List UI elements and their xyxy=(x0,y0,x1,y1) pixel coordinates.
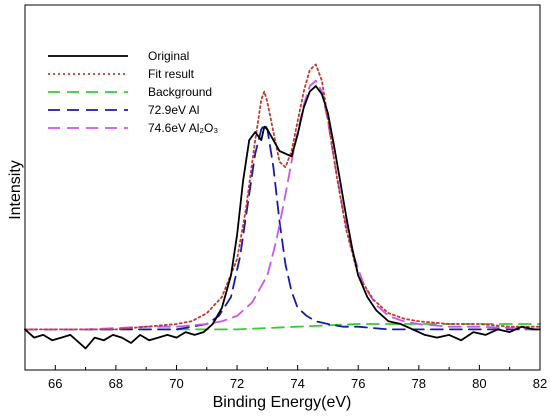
legend-label-background: Background xyxy=(148,85,212,99)
x-tick-label: 78 xyxy=(412,376,426,391)
series-line-fit-result xyxy=(24,63,541,331)
x-tick-label: 66 xyxy=(48,376,62,391)
legend-label-72-9ev-al: 72.9eV Al xyxy=(148,103,199,117)
series-line-72-9ev-al xyxy=(24,123,541,331)
y-axis-title: Intensity xyxy=(7,160,24,220)
x-tick-label: 76 xyxy=(351,376,365,391)
chart-series xyxy=(24,63,541,350)
series-line-74-6ev-al-o xyxy=(24,79,541,331)
legend: Original Fit result Background 72.9eV Al 74.… xyxy=(48,49,218,135)
series-line-original xyxy=(24,85,541,350)
x-tick-label: 70 xyxy=(169,376,183,391)
legend-label-fit-result: Fit result xyxy=(148,67,195,81)
x-tick-label: 80 xyxy=(472,376,486,391)
x-tick-label: 68 xyxy=(109,376,123,391)
x-axis-title: Binding Energy(eV) xyxy=(213,394,352,411)
x-tick-label: 82 xyxy=(533,376,547,391)
plot-frame xyxy=(24,4,541,371)
legend-label-74-6ev-al-o: 74.6eV Al₂O₃ xyxy=(148,121,218,135)
x-tick-label: 72 xyxy=(230,376,244,391)
x-axis-ticks: 66 68 70 72 74 76 78 80 82 xyxy=(24,365,547,391)
x-tick-label: 74 xyxy=(290,376,304,391)
legend-label-original: Original xyxy=(148,49,189,63)
